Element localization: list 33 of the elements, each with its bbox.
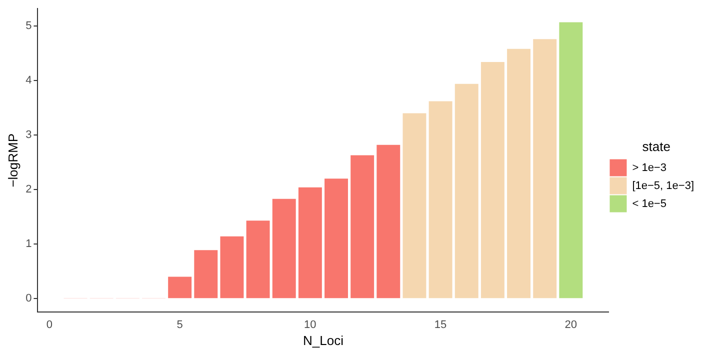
bar (533, 39, 557, 298)
bar (507, 48, 530, 298)
y-tick-label: 0 (26, 292, 32, 305)
bar (168, 276, 192, 298)
x-tick-label: 0 (46, 318, 53, 331)
x-axis-title: N_Loci (302, 332, 344, 348)
bar (559, 22, 583, 298)
legend-label: > 1e−3 (632, 162, 666, 174)
bar (454, 84, 478, 298)
x-tick-label: 5 (176, 318, 183, 331)
bar (402, 113, 426, 298)
bar (480, 62, 504, 298)
bar (324, 178, 348, 298)
x-tick-label: 15 (434, 318, 447, 331)
y-tick-label: 3 (26, 129, 32, 142)
y-tick-label: 4 (26, 74, 32, 87)
bar (246, 220, 270, 298)
bar (376, 144, 400, 298)
y-tick-label: 2 (26, 184, 32, 196)
bar (220, 236, 244, 298)
legend-label: [1e−5, 1e−3] (632, 180, 694, 192)
legend-label: < 1e−5 (632, 198, 666, 210)
y-axis-title: −logRMP (5, 133, 20, 188)
bar (298, 187, 322, 298)
legend-title: state (642, 138, 670, 154)
bar (350, 155, 374, 298)
bar (272, 198, 296, 298)
y-tick-label: 5 (26, 20, 32, 32)
y-tick-label: 1 (26, 238, 32, 250)
x-tick-label: 20 (564, 318, 578, 331)
bar (428, 101, 452, 298)
x-tick-label: 10 (304, 318, 316, 331)
bar (194, 250, 218, 298)
